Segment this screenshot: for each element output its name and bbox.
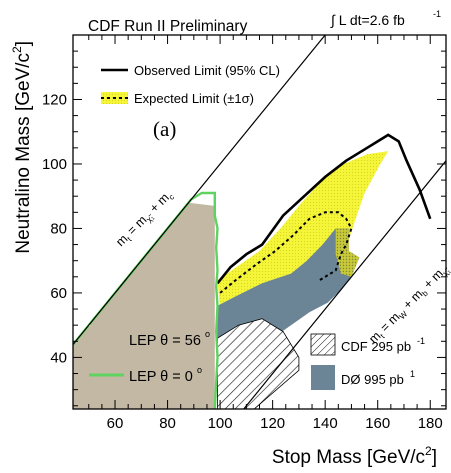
expected-band-overlap-region xyxy=(335,228,360,277)
legend-d0-label: DØ 995 pb xyxy=(341,372,404,387)
svg-text:mt = mW + mb + mχ̃₁: mt = mW + mb + mχ̃₁ xyxy=(366,261,451,347)
x-tick-label: 180 xyxy=(418,415,443,432)
legend-lep56-swatch xyxy=(89,325,124,352)
legend-d0-swatch xyxy=(311,365,335,390)
cdf-excluded-region xyxy=(217,318,300,409)
x-tick-label: 60 xyxy=(107,415,124,432)
lep-theta0-boundary-line xyxy=(73,191,219,409)
lep-theta56-excluded-region xyxy=(73,202,215,409)
svg-text:Neutralino Mass [GeV/c2]: Neutralino Mass [GeV/c2] xyxy=(10,41,34,254)
legend-lep56-label: LEP θ = 56 xyxy=(129,333,201,349)
kinematic-limit-line-right xyxy=(242,160,446,409)
svg-text:Stop Mass [GeV/c2]: Stop Mass [GeV/c2] xyxy=(272,444,437,468)
legend-expected-label: Expected Limit (±1σ) xyxy=(134,91,254,106)
x-tick-label: 100 xyxy=(208,415,233,432)
x-axis-title-text: Stop Mass [GeV/c xyxy=(272,447,425,468)
panel-label: (a) xyxy=(153,117,176,141)
y-axis-title: Neutralino Mass [GeV/c2] xyxy=(10,41,34,254)
legend-lep56-superscript: o xyxy=(205,329,210,339)
x-axis-title-close: ] xyxy=(432,447,437,468)
x-axis-title: Stop Mass [GeV/c2] xyxy=(272,444,437,468)
observed-limit-line xyxy=(216,133,432,285)
chart-title: CDF Run II Preliminary xyxy=(88,18,248,35)
luminosity-label: ∫ L dt=2.6 fb -1 xyxy=(330,9,441,28)
y-tick-label: 60 xyxy=(50,285,67,302)
y-axis-ticks: 40 60 80 100 120 xyxy=(42,34,446,407)
luminosity-superscript: -1 xyxy=(433,9,441,19)
y-tick-label: 80 xyxy=(50,220,67,237)
expected-limit-line xyxy=(219,211,353,294)
x-axis-title-superscript: 2 xyxy=(425,444,432,458)
legend-cdf-superscript: -1 xyxy=(417,336,425,346)
y-tick-label: 120 xyxy=(42,91,67,108)
plot-area xyxy=(73,35,446,409)
legend-d0-superscript: 1 xyxy=(410,369,415,379)
x-axis-ticks: 60 80 100 120 140 160 180 xyxy=(88,35,443,432)
legend-lep0-label: LEP θ = 0 xyxy=(129,369,193,385)
y-axis-title-superscript: 2 xyxy=(10,46,24,53)
x-tick-label: 80 xyxy=(159,415,176,432)
x-tick-label: 160 xyxy=(365,415,390,432)
legend-right: CDF 295 pb -1 DØ 995 pb 1 xyxy=(310,333,425,390)
y-axis-title-text: Neutralino Mass [GeV/c xyxy=(13,53,34,254)
x-tick-label: 120 xyxy=(260,415,285,432)
y-axis-title-close: ] xyxy=(13,41,34,46)
legend-cdf-swatch xyxy=(310,333,336,356)
kinematic-limit-line-left xyxy=(73,35,326,345)
x-tick-label: 140 xyxy=(313,415,338,432)
legend-top: Observed Limit (95% CL) Expected Limit (… xyxy=(101,63,280,106)
legend-observed-label: Observed Limit (95% CL) xyxy=(134,63,280,78)
expected-limit-band xyxy=(217,151,389,310)
legend-left: LEP θ = 56 o LEP θ = 0 o xyxy=(89,325,210,385)
y-tick-label: 40 xyxy=(50,349,67,366)
kinematic-label-right: mt = mW + mb + mχ̃₁ xyxy=(366,261,451,347)
luminosity-text: ∫ L dt=2.6 fb xyxy=(330,12,405,28)
legend-cdf-label: CDF 295 pb xyxy=(341,339,411,354)
legend-lep0-superscript: o xyxy=(197,365,202,375)
y-tick-label: 100 xyxy=(42,156,67,173)
